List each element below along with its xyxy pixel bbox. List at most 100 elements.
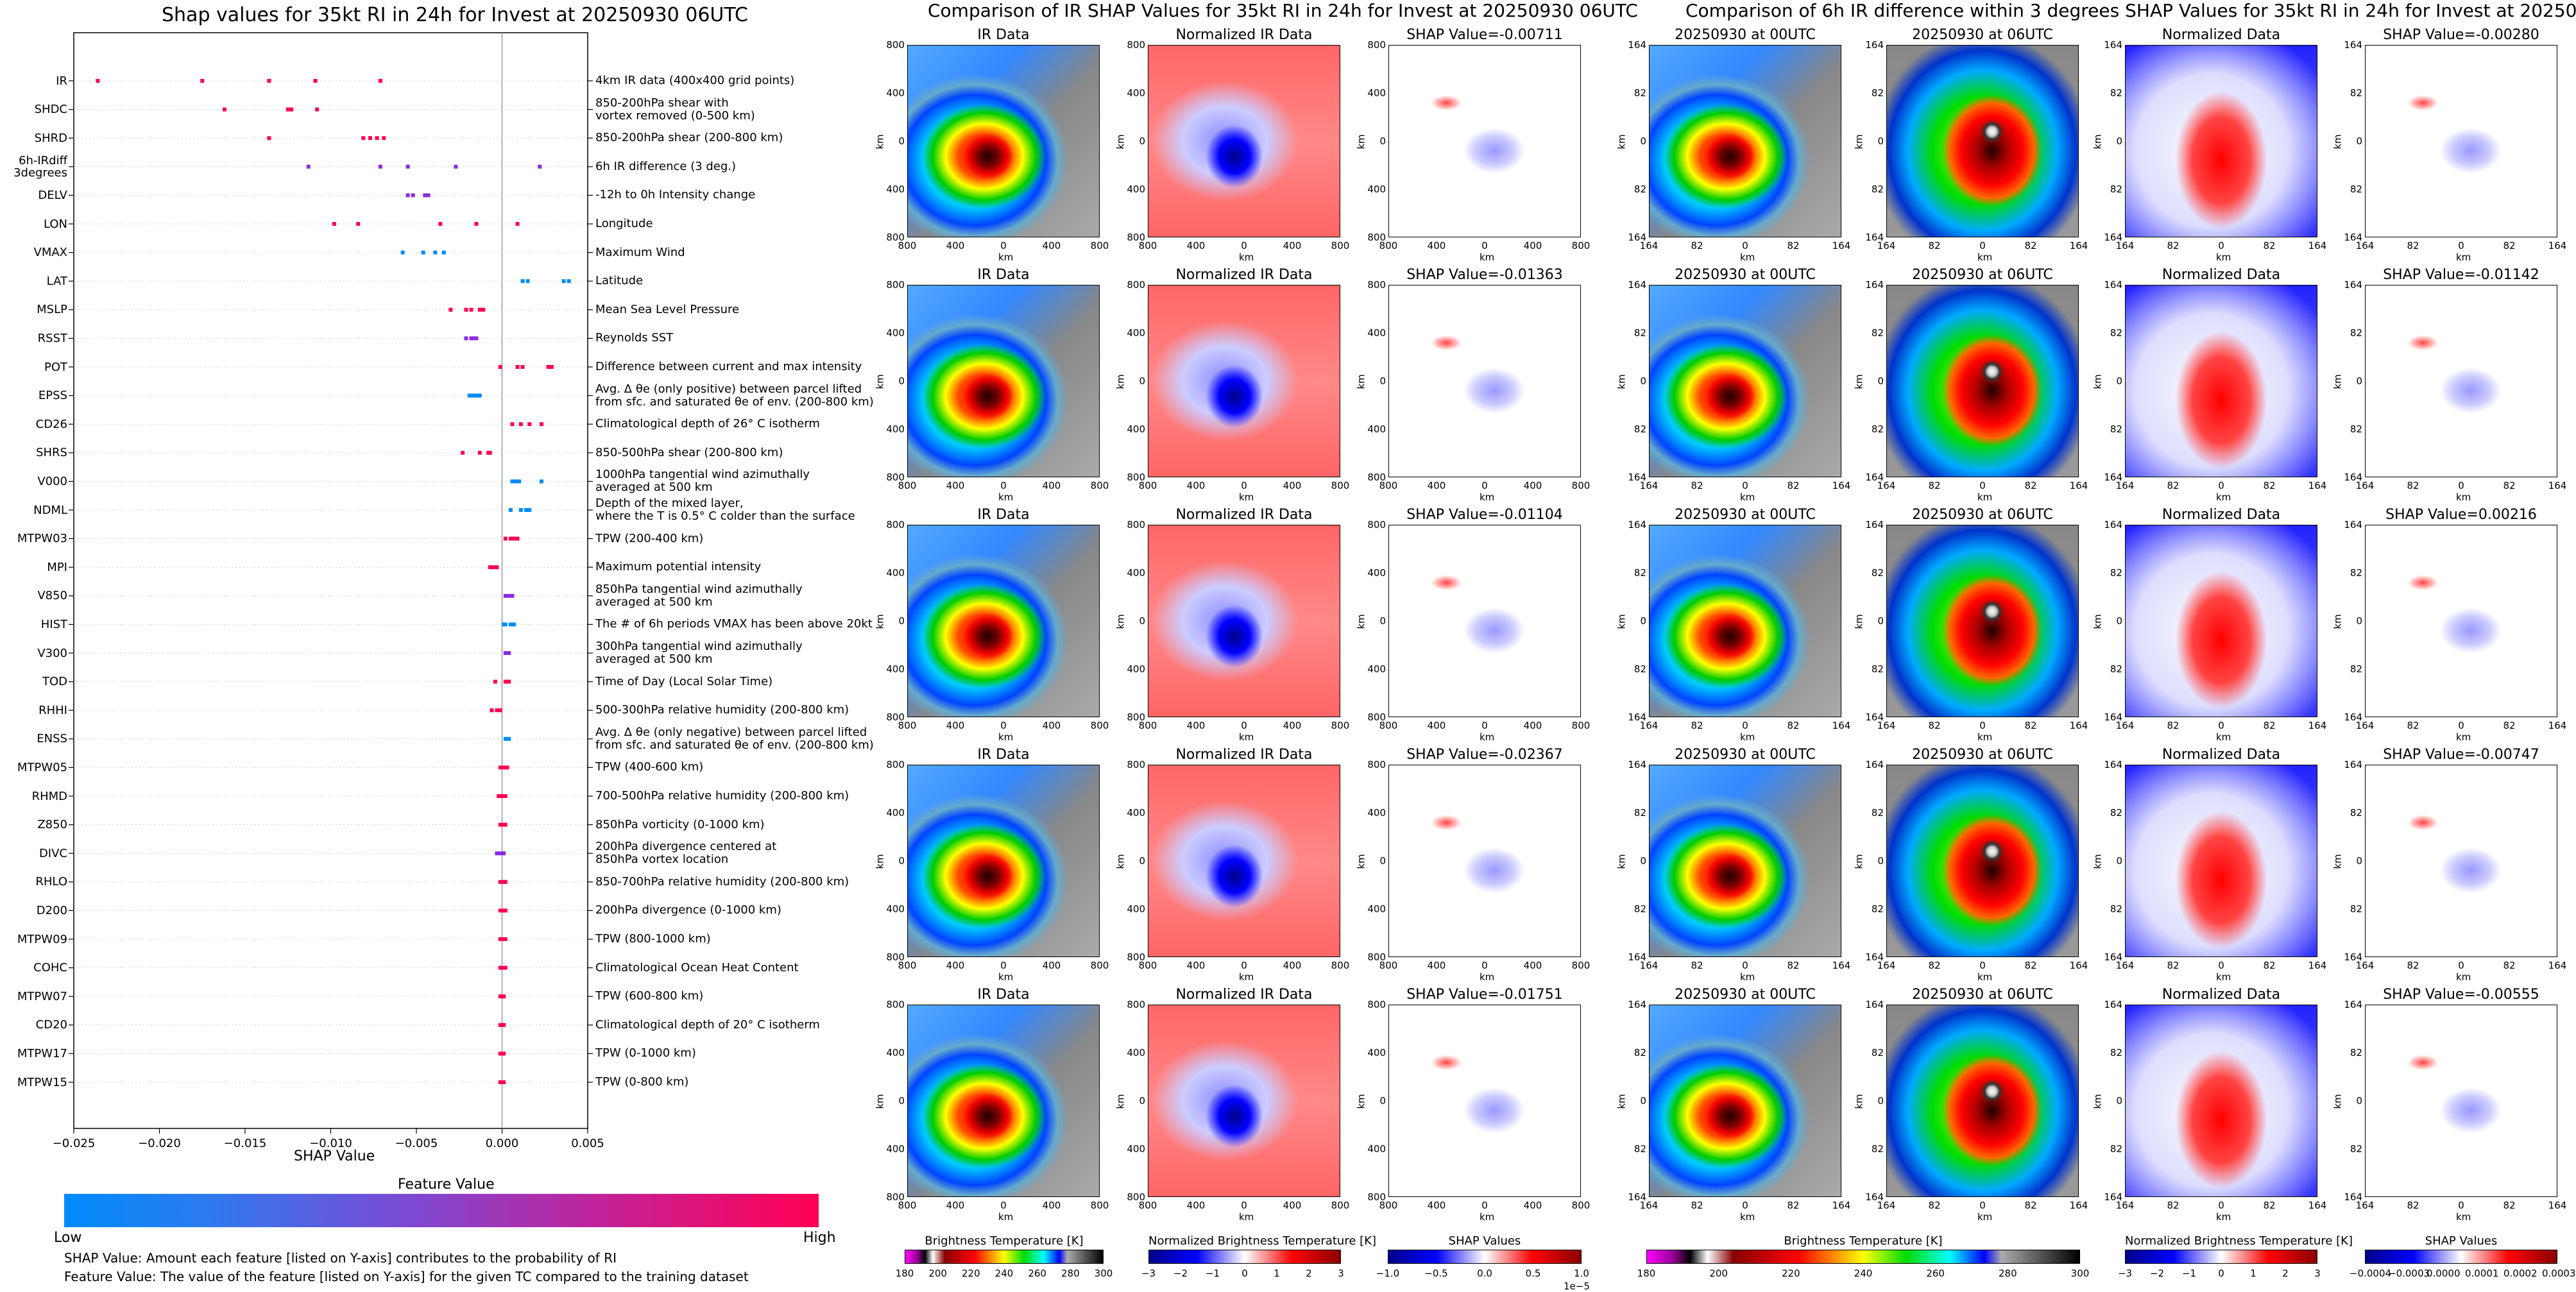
- ytick-label: 400: [1367, 1143, 1386, 1155]
- ytick-label: 0: [1379, 855, 1386, 867]
- feature-label: MSLP: [37, 303, 67, 317]
- xtick-label: 800: [1571, 1200, 1591, 1211]
- feature-label: DELV: [38, 188, 67, 202]
- xlabel: km: [1977, 251, 1993, 263]
- ytick-label: 82: [1871, 663, 1884, 675]
- shap-point: [498, 880, 502, 884]
- colorbar-tick: 0.0000: [2427, 1268, 2461, 1279]
- ytick-label: 164: [1628, 519, 1646, 531]
- shap-point: [313, 79, 318, 83]
- xtick-label: 800: [1571, 240, 1591, 251]
- xtick-label: 800: [1090, 720, 1109, 731]
- ytick-label: 164: [1628, 39, 1646, 51]
- xtick-label: 400: [1523, 240, 1542, 251]
- xtick-label: 400: [1283, 480, 1302, 491]
- shap-point: [405, 164, 410, 169]
- xlabel: km: [1239, 1211, 1254, 1223]
- xtick-label: 82: [2503, 960, 2516, 971]
- shap-note: SHAP Value: Amount each feature [listed …: [64, 1250, 617, 1266]
- ytick-label: 0: [1379, 375, 1386, 387]
- feature-description: TPW (200-400 km): [595, 531, 704, 545]
- xtick-label: 400: [1186, 1200, 1206, 1211]
- feature-description: Reynolds SST: [595, 331, 674, 345]
- shap-point: [426, 193, 431, 198]
- image-panel: [1886, 45, 2079, 237]
- xtick-label: 0: [1481, 1200, 1488, 1211]
- ytick-label: 82: [1633, 423, 1646, 435]
- xtick-label: 800: [1090, 240, 1109, 251]
- feature-description: TPW (0-800 km): [595, 1075, 689, 1089]
- feature-label: DIVC: [38, 846, 67, 860]
- panel-title: Normalized Data: [2162, 507, 2281, 523]
- ylabel: km: [1114, 134, 1127, 149]
- shap-point: [512, 622, 516, 627]
- xtick-label: 800: [1138, 720, 1157, 731]
- shap-point: [498, 765, 502, 770]
- xlabel: km: [1480, 971, 1495, 983]
- xtick-label: 800: [1331, 960, 1350, 971]
- ylabel: km: [2332, 374, 2344, 389]
- ytick-label: 0: [898, 1095, 905, 1107]
- ytick-label: 82: [1633, 663, 1646, 675]
- shap-point: [515, 536, 520, 541]
- colorbar-tick: −0.0003: [2388, 1268, 2430, 1279]
- xtick-label: 800: [1379, 1200, 1398, 1211]
- shap-point: [503, 679, 508, 684]
- ytick-label: 0: [1640, 375, 1646, 387]
- shap-point: [539, 479, 543, 484]
- xtick-label: 164: [2308, 720, 2327, 731]
- feature-description: 500-300hPa relative humidity (200-800 km…: [595, 703, 849, 717]
- xtick-label: 800: [1138, 1200, 1157, 1211]
- ytick-label: 82: [1871, 807, 1884, 819]
- shap-point: [518, 508, 523, 512]
- panel-title: SHAP Value=-0.01751: [1406, 987, 1563, 1003]
- xtick-label: 0: [1481, 960, 1488, 971]
- xlabel: km: [1239, 971, 1254, 983]
- colorbar: [1388, 1250, 1582, 1264]
- colorbar-tick: 300: [2070, 1268, 2090, 1279]
- ytick-label: 82: [1633, 1047, 1646, 1058]
- xtick-label: 82: [2024, 960, 2037, 971]
- colorbar: [1148, 1250, 1341, 1264]
- xtick-label: 82: [1691, 960, 1703, 971]
- feature-label: SHDC: [34, 103, 67, 117]
- panel-title: SHAP Value=-0.00711: [1406, 27, 1563, 43]
- xtick-label: 164: [2115, 480, 2135, 491]
- shap-point: [471, 393, 475, 398]
- xtick-label: −0.025: [53, 1137, 96, 1150]
- panel-title: IR Data: [977, 507, 1030, 523]
- colorbar-tick: −0.0004: [2350, 1268, 2392, 1279]
- xlabel: km: [1977, 731, 1993, 743]
- ytick-label: 82: [1633, 567, 1646, 579]
- image-panel: [1649, 525, 1841, 717]
- colorbar-tick: 3: [1338, 1268, 1344, 1279]
- ytick-label: 164: [2104, 999, 2122, 1010]
- shap-point: [512, 536, 516, 541]
- xlabel: km: [1740, 491, 1755, 503]
- ytick-label: 400: [886, 183, 905, 195]
- ytick-label: 800: [1367, 951, 1386, 963]
- shap-point: [368, 136, 372, 140]
- xtick-label: 800: [1138, 960, 1157, 971]
- ytick-label: 400: [1367, 807, 1386, 819]
- xtick-label: 0: [1481, 720, 1488, 731]
- colorbar-tick: 240: [994, 1268, 1014, 1279]
- feature-label: V000: [37, 474, 67, 488]
- ytick-label: 82: [2110, 87, 2122, 99]
- xlabel: km: [1239, 491, 1254, 503]
- ylabel: km: [1355, 134, 1367, 149]
- shap-point: [96, 79, 100, 83]
- shap-point: [500, 794, 504, 798]
- ytick-label: 400: [1127, 903, 1145, 915]
- shap-point: [527, 508, 532, 512]
- panel-title: Normalized Data: [2162, 987, 2281, 1003]
- xtick-label: 400: [1427, 720, 1446, 731]
- xtick-label: 164: [1877, 1200, 1896, 1211]
- ytick-label: 164: [2344, 759, 2362, 770]
- panel-title: 20250930 at 00UTC: [1675, 747, 1816, 763]
- shap-point: [503, 622, 508, 627]
- image-panel: [1388, 285, 1581, 477]
- shap-point: [508, 508, 513, 512]
- ytick-label: 164: [1628, 279, 1646, 291]
- panel-title: SHAP Value=-0.01142: [2383, 267, 2539, 283]
